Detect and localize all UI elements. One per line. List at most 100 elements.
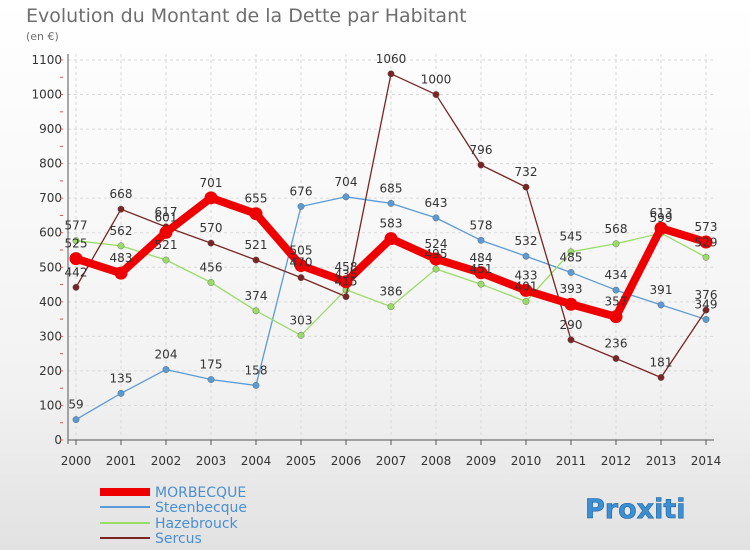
- point-hazebrouck: [162, 256, 170, 264]
- x-tick-label: 2003: [196, 454, 227, 468]
- data-label-steenbecque: 175: [200, 358, 223, 372]
- y-tick-label: 200: [39, 364, 62, 378]
- data-label-hazebrouck: 495: [425, 247, 448, 261]
- x-tick-label: 2005: [286, 454, 317, 468]
- data-label-hazebrouck: 599: [650, 211, 673, 225]
- x-tick-label: 2000: [61, 454, 92, 468]
- point-steenbecque: [567, 269, 575, 276]
- point-hazebrouck: [117, 242, 125, 250]
- data-label-sercus: 1060: [376, 52, 407, 66]
- point-morbecque: [114, 266, 128, 280]
- point-morbecque: [429, 252, 443, 266]
- point-morbecque: [474, 266, 488, 280]
- point-steenbecque: [207, 376, 215, 383]
- data-label-steenbecque: 643: [425, 196, 448, 210]
- point-sercus: [477, 161, 485, 169]
- point-steenbecque: [72, 416, 80, 424]
- legend: MORBECQUE Steenbecque Hazebrouck Sercus: [100, 485, 247, 547]
- point-hazebrouck: [387, 303, 395, 311]
- data-label-morbecque: 505: [290, 244, 313, 258]
- data-label-sercus: 617: [155, 205, 178, 219]
- y-tick-label: 800: [39, 157, 62, 171]
- point-hazebrouck: [612, 240, 620, 248]
- data-label-hazebrouck: 435: [335, 268, 358, 282]
- data-label-steenbecque: 532: [515, 234, 538, 248]
- x-tick-label: 2009: [466, 454, 497, 468]
- data-label-morbecque: 655: [245, 192, 268, 206]
- y-tick-label: 400: [39, 295, 62, 309]
- point-sercus: [252, 256, 260, 264]
- data-label-morbecque: 525: [65, 237, 88, 251]
- data-label-morbecque: 458: [335, 260, 358, 274]
- point-steenbecque: [657, 301, 665, 309]
- point-steenbecque: [342, 193, 350, 201]
- data-label-morbecque: 483: [110, 251, 133, 265]
- y-tick-label: 1100: [31, 53, 62, 67]
- data-label-sercus: 521: [245, 238, 268, 252]
- data-label-hazebrouck: 374: [245, 289, 268, 303]
- legend-swatch-morbecque: [100, 488, 150, 496]
- data-label-hazebrouck: 521: [155, 238, 178, 252]
- point-steenbecque: [387, 199, 395, 207]
- legend-swatch-hazebrouck: [100, 522, 150, 524]
- point-morbecque: [384, 232, 398, 246]
- chart-title: Evolution du Montant de la Dette par Hab…: [26, 5, 467, 27]
- point-hazebrouck: [297, 331, 305, 339]
- x-tick-label: 2006: [331, 454, 362, 468]
- data-label-sercus: 470: [290, 256, 313, 270]
- data-label-hazebrouck: 401: [515, 279, 538, 293]
- data-label-sercus: 570: [200, 221, 223, 235]
- x-tick-label: 2002: [151, 454, 182, 468]
- data-label-morbecque: 573: [695, 220, 718, 234]
- data-label-steenbecque: 485: [560, 250, 583, 264]
- series-layer: [69, 70, 713, 424]
- data-label-sercus: 236: [605, 336, 628, 350]
- data-label-steenbecque: 391: [650, 283, 673, 297]
- data-label-sercus: 376: [695, 288, 718, 302]
- data-label-sercus: 796: [470, 143, 493, 157]
- x-tick-label: 2008: [421, 454, 452, 468]
- point-sercus: [567, 336, 575, 344]
- point-sercus: [297, 274, 305, 282]
- point-sercus: [72, 283, 80, 291]
- data-label-hazebrouck: 577: [65, 219, 88, 233]
- data-label-steenbecque: 704: [335, 175, 358, 189]
- point-morbecque: [249, 207, 263, 221]
- point-morbecque: [294, 259, 308, 273]
- data-label-morbecque: 701: [200, 176, 223, 190]
- point-steenbecque: [252, 382, 260, 389]
- y-tick-label: 0: [54, 433, 62, 447]
- data-label-hazebrouck: 451: [470, 262, 493, 276]
- point-sercus: [432, 91, 440, 98]
- legend-label-morbecque: MORBECQUE: [155, 485, 246, 501]
- data-label-morbecque: 433: [515, 268, 538, 282]
- point-morbecque: [159, 225, 173, 239]
- data-label-hazebrouck: 456: [200, 260, 223, 274]
- data-label-sercus: 415: [335, 275, 358, 289]
- data-label-steenbecque: 204: [155, 348, 178, 362]
- point-steenbecque: [522, 252, 530, 260]
- x-tick-label: 2010: [511, 454, 542, 468]
- x-tick-label: 2011: [556, 454, 587, 468]
- point-steenbecque: [117, 389, 125, 397]
- y-tick-label: 100: [39, 398, 62, 412]
- data-label-steenbecque: 135: [110, 371, 133, 385]
- data-label-morbecque: 357: [605, 295, 628, 309]
- point-sercus: [702, 306, 710, 314]
- point-sercus: [342, 293, 350, 301]
- data-label-steenbecque: 685: [380, 181, 403, 195]
- point-morbecque: [609, 310, 623, 324]
- chart-subtitle: (en €): [26, 30, 59, 43]
- point-sercus: [207, 239, 215, 247]
- data-label-hazebrouck: 545: [560, 230, 583, 244]
- data-label-morbecque: 613: [650, 206, 673, 220]
- point-morbecque: [519, 283, 533, 297]
- point-morbecque: [204, 191, 218, 205]
- data-label-sercus: 732: [515, 165, 538, 179]
- data-label-morbecque: 484: [470, 251, 493, 265]
- legend-label-sercus: Sercus: [155, 531, 202, 547]
- data-label-hazebrouck: 562: [110, 224, 133, 238]
- y-tick-label: 600: [39, 226, 62, 240]
